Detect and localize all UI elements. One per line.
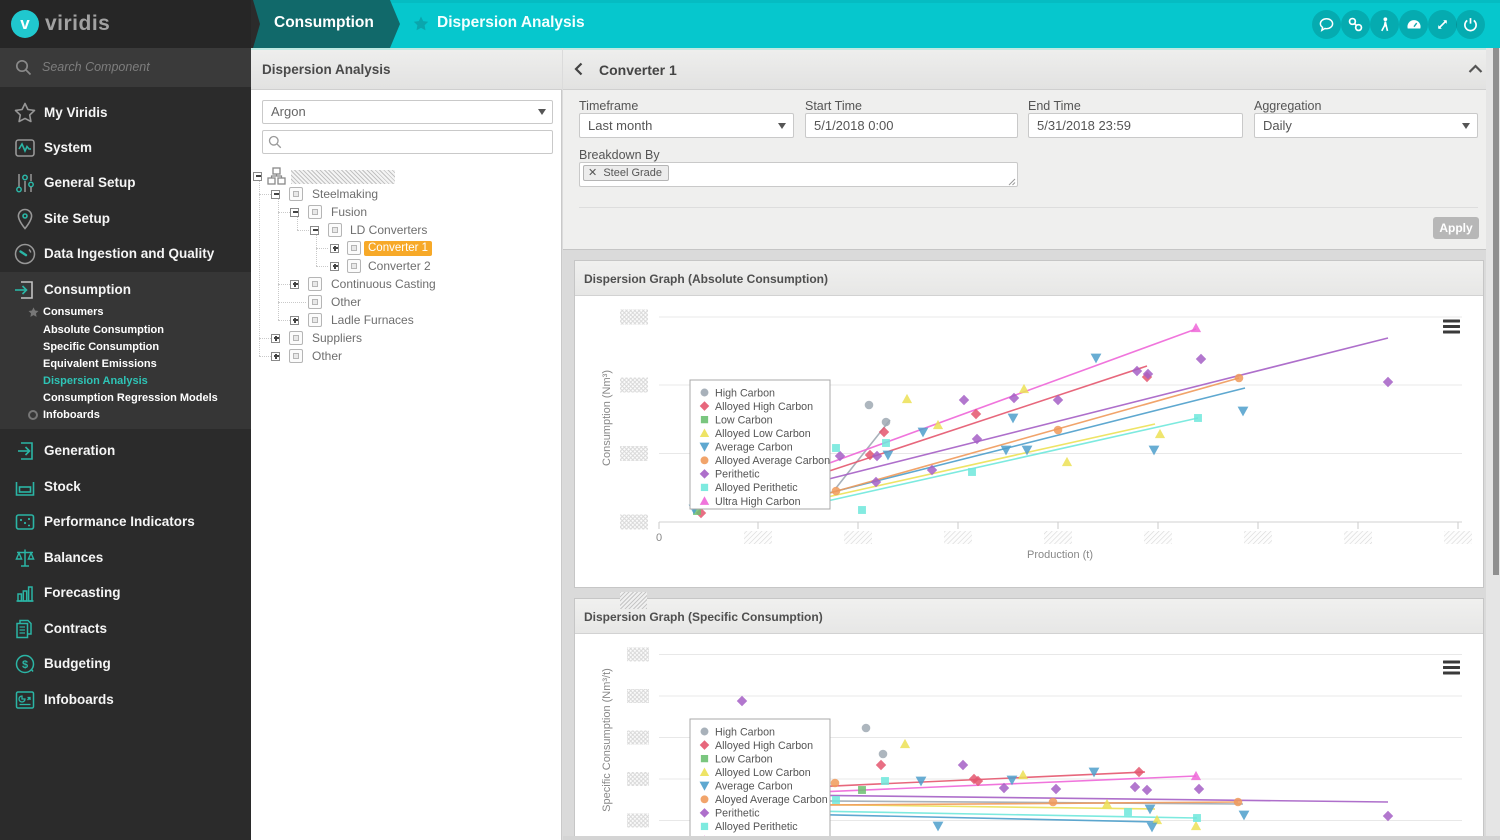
svg-text:Low Carbon: Low Carbon xyxy=(715,414,773,426)
svg-text:High Carbon: High Carbon xyxy=(715,387,775,399)
svg-text:Production (t): Production (t) xyxy=(1027,549,1093,561)
svg-text:Perithetic: Perithetic xyxy=(715,469,760,481)
svg-text:$: $ xyxy=(22,659,28,671)
svg-text:Aloyed Average Carbon: Aloyed Average Carbon xyxy=(715,794,828,806)
svg-text:Specific Consumption (Nm³/t): Specific Consumption (Nm³/t) xyxy=(601,668,613,812)
svg-text:Consumption (Nm³): Consumption (Nm³) xyxy=(601,370,613,466)
svg-text:Alloyed High Carbon: Alloyed High Carbon xyxy=(715,401,813,413)
svg-text:Alloyed Low Carbon: Alloyed Low Carbon xyxy=(715,767,811,779)
svg-text:0: 0 xyxy=(656,532,662,544)
svg-text:Ultra High Carbon: Ultra High Carbon xyxy=(715,496,801,508)
svg-text:Alloyed Low Carbon: Alloyed Low Carbon xyxy=(715,428,811,440)
svg-text:Low Carbon: Low Carbon xyxy=(715,753,773,765)
svg-text:Alloyed High Carbon: Alloyed High Carbon xyxy=(715,740,813,752)
svg-text:Average Carbon: Average Carbon xyxy=(715,442,793,454)
svg-text:Alloyed Perithetic: Alloyed Perithetic xyxy=(715,821,798,833)
svg-text:Average Carbon: Average Carbon xyxy=(715,781,793,793)
svg-text:Alloyed Average Carbon: Alloyed Average Carbon xyxy=(715,455,830,467)
svg-text:High Carbon: High Carbon xyxy=(715,726,775,738)
svg-text:Perithetic: Perithetic xyxy=(715,808,760,820)
svg-text:Alloyed Perithetic: Alloyed Perithetic xyxy=(715,482,798,494)
